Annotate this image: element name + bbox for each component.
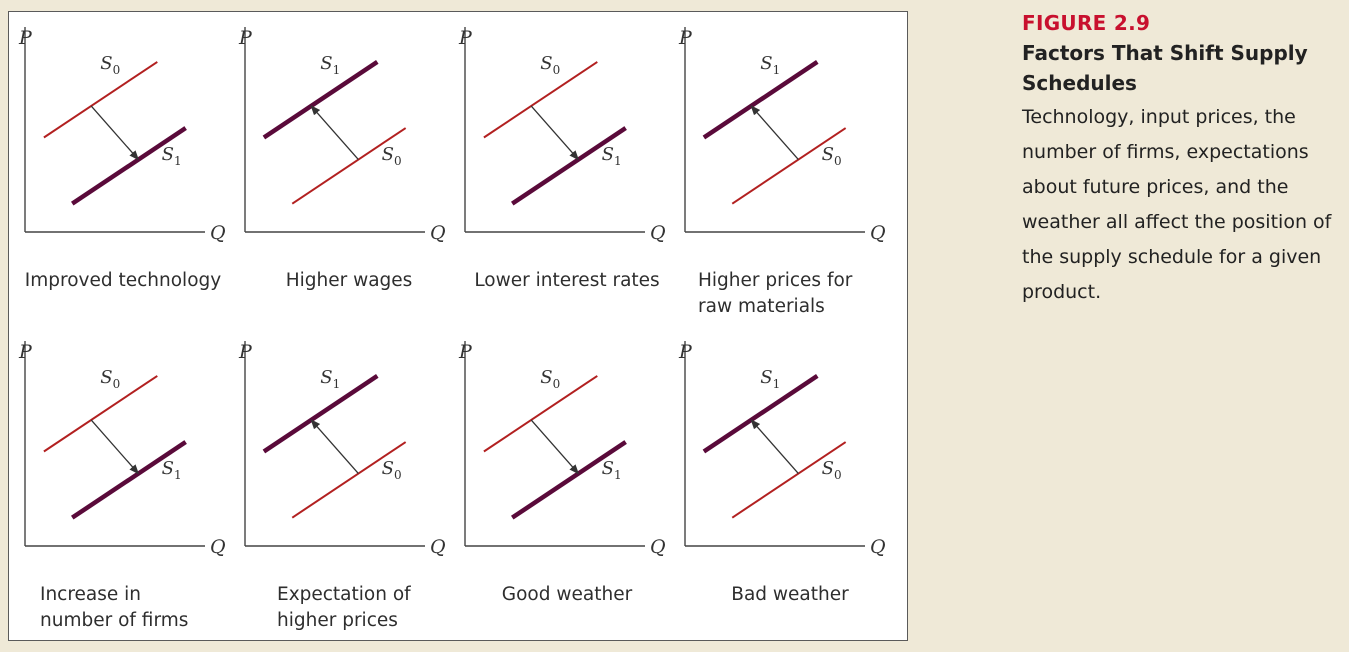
x-axis-label: Q — [430, 536, 446, 558]
shift-arrow — [90, 419, 140, 475]
y-axis-label: P — [678, 27, 693, 49]
chart-caption: raw materials — [698, 296, 825, 317]
curve-label-s1: S1 — [320, 367, 340, 391]
figure-caption-panel: FIGURE 2.9 Factors That Shift Supply Sch… — [1022, 10, 1342, 310]
shift-arrow — [750, 419, 799, 475]
shift-arrow — [530, 419, 580, 475]
supply-curve-s1 — [511, 440, 627, 520]
supply-curve-s1 — [702, 60, 819, 140]
curve-label-s0: S0 — [100, 367, 120, 391]
chart-panel-1: P Q S0 S1 Improved technology — [18, 27, 226, 291]
shift-arrow — [310, 419, 359, 475]
curve-label-s1: S1 — [760, 367, 780, 391]
chart-panel-7: P Q S0 S1 Good weather — [458, 341, 666, 605]
supply-curve-s0 — [291, 127, 407, 205]
shift-arrow — [90, 105, 140, 161]
figure-number: FIGURE 2.9 — [1022, 11, 1151, 35]
supply-curve-s1 — [511, 126, 627, 206]
chart-panel-2: P Q S1 S0 Higher wages — [238, 27, 446, 291]
chart-caption: Good weather — [502, 584, 633, 605]
supply-shift-charts: P Q S0 S1 Improved technology P Q S1 S0 Higher wa… — [18, 27, 886, 631]
curve-label-s1: S1 — [162, 458, 182, 482]
x-axis-label: Q — [650, 222, 666, 244]
chart-panel-4: P Q S1 S0 Higher prices for raw materials — [678, 27, 886, 317]
shift-arrow — [310, 105, 359, 161]
y-axis-label: P — [238, 341, 253, 363]
curve-label-s1: S1 — [162, 144, 182, 168]
curve-label-s0: S0 — [382, 458, 402, 482]
curve-label-s1: S1 — [602, 458, 622, 482]
y-axis-label: P — [458, 341, 473, 363]
chart-caption: Higher prices for — [698, 270, 853, 291]
x-axis-label: Q — [870, 222, 886, 244]
y-axis-label: P — [18, 27, 33, 49]
y-axis-label: P — [458, 27, 473, 49]
x-axis-label: Q — [430, 222, 446, 244]
chart-caption: Higher wages — [286, 270, 413, 291]
y-axis-label: P — [238, 27, 253, 49]
curve-label-s1: S1 — [602, 144, 622, 168]
figure-description: Technology, input prices, the number of … — [1022, 106, 1332, 303]
chart-caption: Increase in — [40, 584, 141, 605]
chart-caption: Improved technology — [25, 270, 221, 291]
supply-curve-s0 — [731, 127, 847, 205]
figure-panel: P Q S0 S1 Improved technology P Q S1 S0 Higher wa… — [8, 11, 908, 641]
supply-curve-s0 — [731, 441, 847, 519]
chart-caption: Bad weather — [731, 584, 849, 605]
supply-curve-s1 — [702, 374, 819, 454]
chart-panel-8: P Q S1 S0 Bad weather — [678, 341, 886, 605]
chart-caption: Lower interest rates — [474, 270, 659, 291]
supply-curve-s1 — [262, 374, 379, 454]
curve-label-s0: S0 — [100, 53, 120, 77]
curve-label-s1: S1 — [760, 53, 780, 77]
figure-title: Factors That Shift Supply Schedules — [1022, 41, 1308, 95]
chart-panel-6: P Q S1 S0 Expectation of higher prices — [238, 341, 446, 631]
y-axis-label: P — [18, 341, 33, 363]
curve-label-s0: S0 — [382, 144, 402, 168]
chart-caption: Expectation of — [277, 584, 411, 605]
curve-label-s0: S0 — [540, 367, 560, 391]
curve-label-s0: S0 — [822, 458, 842, 482]
supply-curve-s0 — [291, 441, 407, 519]
x-axis-label: Q — [210, 222, 226, 244]
chart-panel-5: P Q S0 S1 Increase in number of firms — [18, 341, 226, 631]
supply-curve-s0 — [483, 375, 598, 453]
supply-curve-s1 — [262, 60, 379, 140]
curve-label-s0: S0 — [822, 144, 842, 168]
shift-arrow — [530, 105, 580, 161]
curve-label-s1: S1 — [320, 53, 340, 77]
supply-curve-s0 — [43, 375, 158, 453]
shift-arrow — [750, 105, 799, 161]
supply-curve-s1 — [71, 440, 187, 520]
supply-curve-s1 — [71, 126, 187, 206]
chart-caption: higher prices — [277, 610, 398, 631]
x-axis-label: Q — [650, 536, 666, 558]
supply-curve-s0 — [483, 61, 598, 139]
chart-caption: number of firms — [40, 610, 188, 631]
curve-label-s0: S0 — [540, 53, 560, 77]
supply-curve-s0 — [43, 61, 158, 139]
x-axis-label: Q — [210, 536, 226, 558]
y-axis-label: P — [678, 341, 693, 363]
x-axis-label: Q — [870, 536, 886, 558]
chart-panel-3: P Q S0 S1 Lower interest rates — [458, 27, 666, 291]
